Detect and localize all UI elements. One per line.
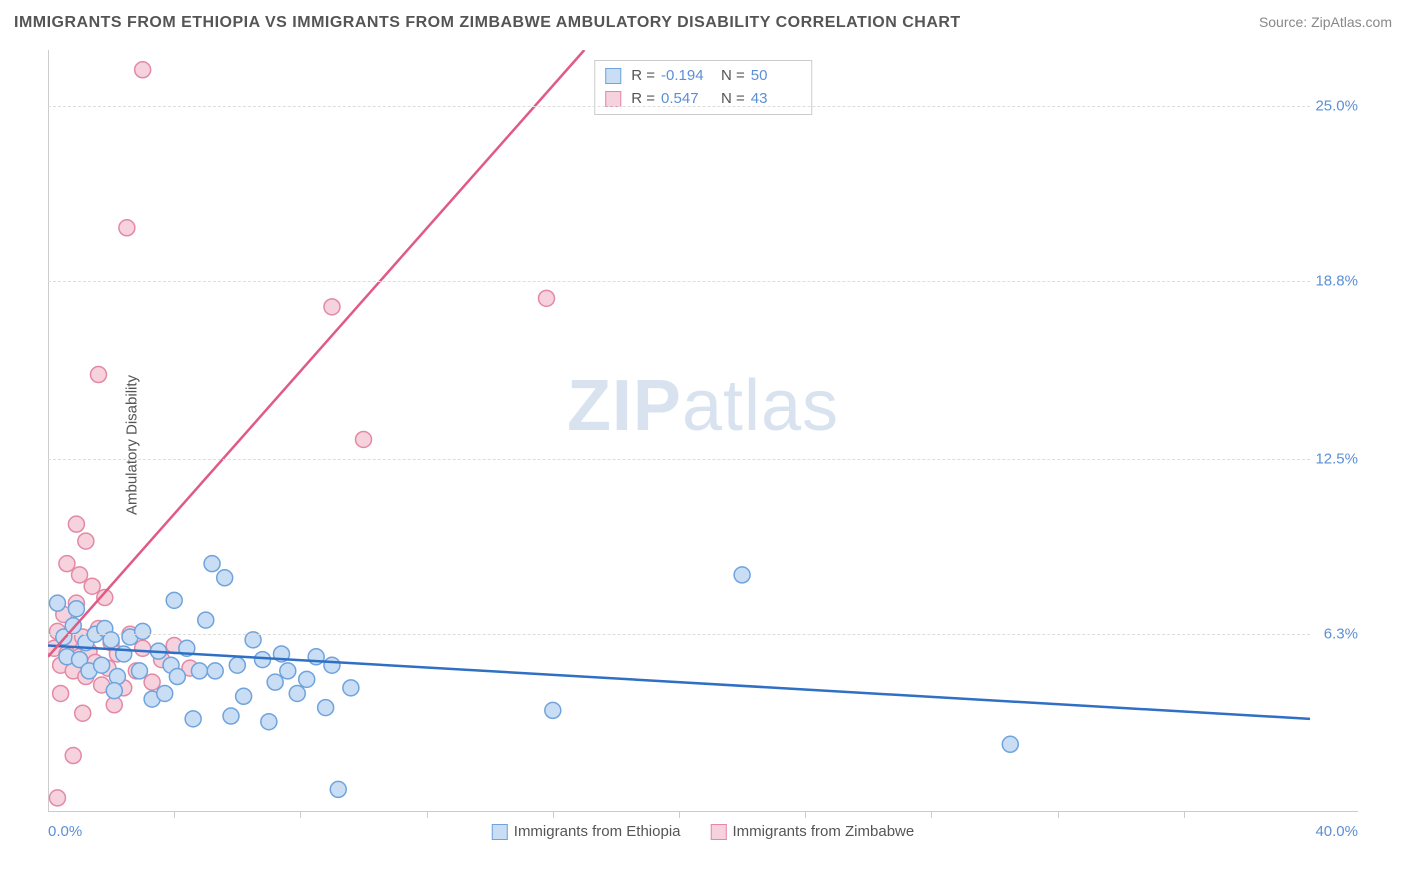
data-point-ethiopia <box>204 556 220 572</box>
x-tick-mark <box>679 812 680 818</box>
data-point-ethiopia <box>330 781 346 797</box>
data-point-zimbabwe <box>68 516 84 532</box>
x-min-label: 0.0% <box>48 823 82 840</box>
data-point-ethiopia <box>343 680 359 696</box>
gridline-h <box>48 634 1310 635</box>
data-point-ethiopia <box>109 669 125 685</box>
data-point-ethiopia <box>185 711 201 727</box>
data-point-ethiopia <box>166 592 182 608</box>
legend-label-zimbabwe: Immigrants from Zimbabwe <box>733 823 915 840</box>
gridline-h <box>48 281 1310 282</box>
n-label: N = <box>721 65 745 88</box>
swatch-zimbabwe-icon <box>605 91 621 107</box>
chart-svg <box>48 50 1358 840</box>
data-point-zimbabwe <box>135 640 151 656</box>
data-point-zimbabwe <box>53 685 69 701</box>
legend-item-zimbabwe: Immigrants from Zimbabwe <box>711 823 915 840</box>
legend-label-ethiopia: Immigrants from Ethiopia <box>514 823 681 840</box>
data-point-ethiopia <box>545 702 561 718</box>
data-point-zimbabwe <box>59 556 75 572</box>
data-point-ethiopia <box>261 714 277 730</box>
data-point-zimbabwe <box>78 533 94 549</box>
x-tick-mark <box>1184 812 1185 818</box>
chart-title: IMMIGRANTS FROM ETHIOPIA VS IMMIGRANTS F… <box>14 14 961 32</box>
y-tick-label: 12.5% <box>1315 451 1358 468</box>
swatch-ethiopia-icon <box>605 68 621 84</box>
data-point-zimbabwe <box>75 705 91 721</box>
data-point-zimbabwe <box>65 748 81 764</box>
stats-row-ethiopia: R = -0.194 N = 50 <box>605 65 801 88</box>
data-point-zimbabwe <box>49 790 65 806</box>
data-point-zimbabwe <box>144 674 160 690</box>
data-point-ethiopia <box>198 612 214 628</box>
data-point-ethiopia <box>106 683 122 699</box>
data-point-ethiopia <box>280 663 296 679</box>
data-point-ethiopia <box>318 700 334 716</box>
data-point-ethiopia <box>299 671 315 687</box>
swatch-ethiopia-icon <box>492 824 508 840</box>
series-legend: Immigrants from Ethiopia Immigrants from … <box>492 823 914 840</box>
y-tick-label: 6.3% <box>1324 626 1358 643</box>
swatch-zimbabwe-icon <box>711 824 727 840</box>
plot-area: Ambulatory Disability ZIPatlas R =-0.194… <box>48 50 1358 840</box>
data-point-ethiopia <box>289 685 305 701</box>
data-point-ethiopia <box>135 623 151 639</box>
r-value-ethiopia: -0.194 <box>661 65 711 88</box>
y-tick-label: 18.8% <box>1315 273 1358 290</box>
data-point-ethiopia <box>169 669 185 685</box>
gridline-h <box>48 106 1310 107</box>
x-max-label: 40.0% <box>1315 823 1358 840</box>
data-point-zimbabwe <box>538 290 554 306</box>
data-point-zimbabwe <box>356 431 372 447</box>
x-tick-mark <box>174 812 175 818</box>
data-point-ethiopia <box>131 663 147 679</box>
data-point-zimbabwe <box>90 367 106 383</box>
data-point-ethiopia <box>734 567 750 583</box>
data-point-ethiopia <box>229 657 245 673</box>
gridline-h <box>48 459 1310 460</box>
x-tick-mark <box>553 812 554 818</box>
r-label: R = <box>631 65 655 88</box>
trend-line-zimbabwe <box>48 50 584 657</box>
data-point-ethiopia <box>68 601 84 617</box>
x-tick-mark <box>300 812 301 818</box>
x-tick-mark <box>427 812 428 818</box>
data-point-ethiopia <box>267 674 283 690</box>
n-value-ethiopia: 50 <box>751 65 801 88</box>
data-point-zimbabwe <box>324 299 340 315</box>
data-point-ethiopia <box>236 688 252 704</box>
trend-line-ethiopia <box>48 645 1310 718</box>
data-point-ethiopia <box>94 657 110 673</box>
data-point-ethiopia <box>324 657 340 673</box>
data-point-zimbabwe <box>72 567 88 583</box>
data-point-zimbabwe <box>135 62 151 78</box>
data-point-zimbabwe <box>119 220 135 236</box>
data-point-ethiopia <box>217 570 233 586</box>
x-tick-mark <box>931 812 932 818</box>
x-tick-mark <box>805 812 806 818</box>
data-point-ethiopia <box>191 663 207 679</box>
legend-item-ethiopia: Immigrants from Ethiopia <box>492 823 681 840</box>
data-point-ethiopia <box>255 652 271 668</box>
data-point-ethiopia <box>157 685 173 701</box>
data-point-ethiopia <box>223 708 239 724</box>
source-text: Source: ZipAtlas.com <box>1259 14 1392 30</box>
data-point-zimbabwe <box>84 578 100 594</box>
data-point-ethiopia <box>207 663 223 679</box>
y-tick-label: 25.0% <box>1315 98 1358 115</box>
data-point-ethiopia <box>1002 736 1018 752</box>
x-tick-mark <box>1058 812 1059 818</box>
data-point-ethiopia <box>49 595 65 611</box>
